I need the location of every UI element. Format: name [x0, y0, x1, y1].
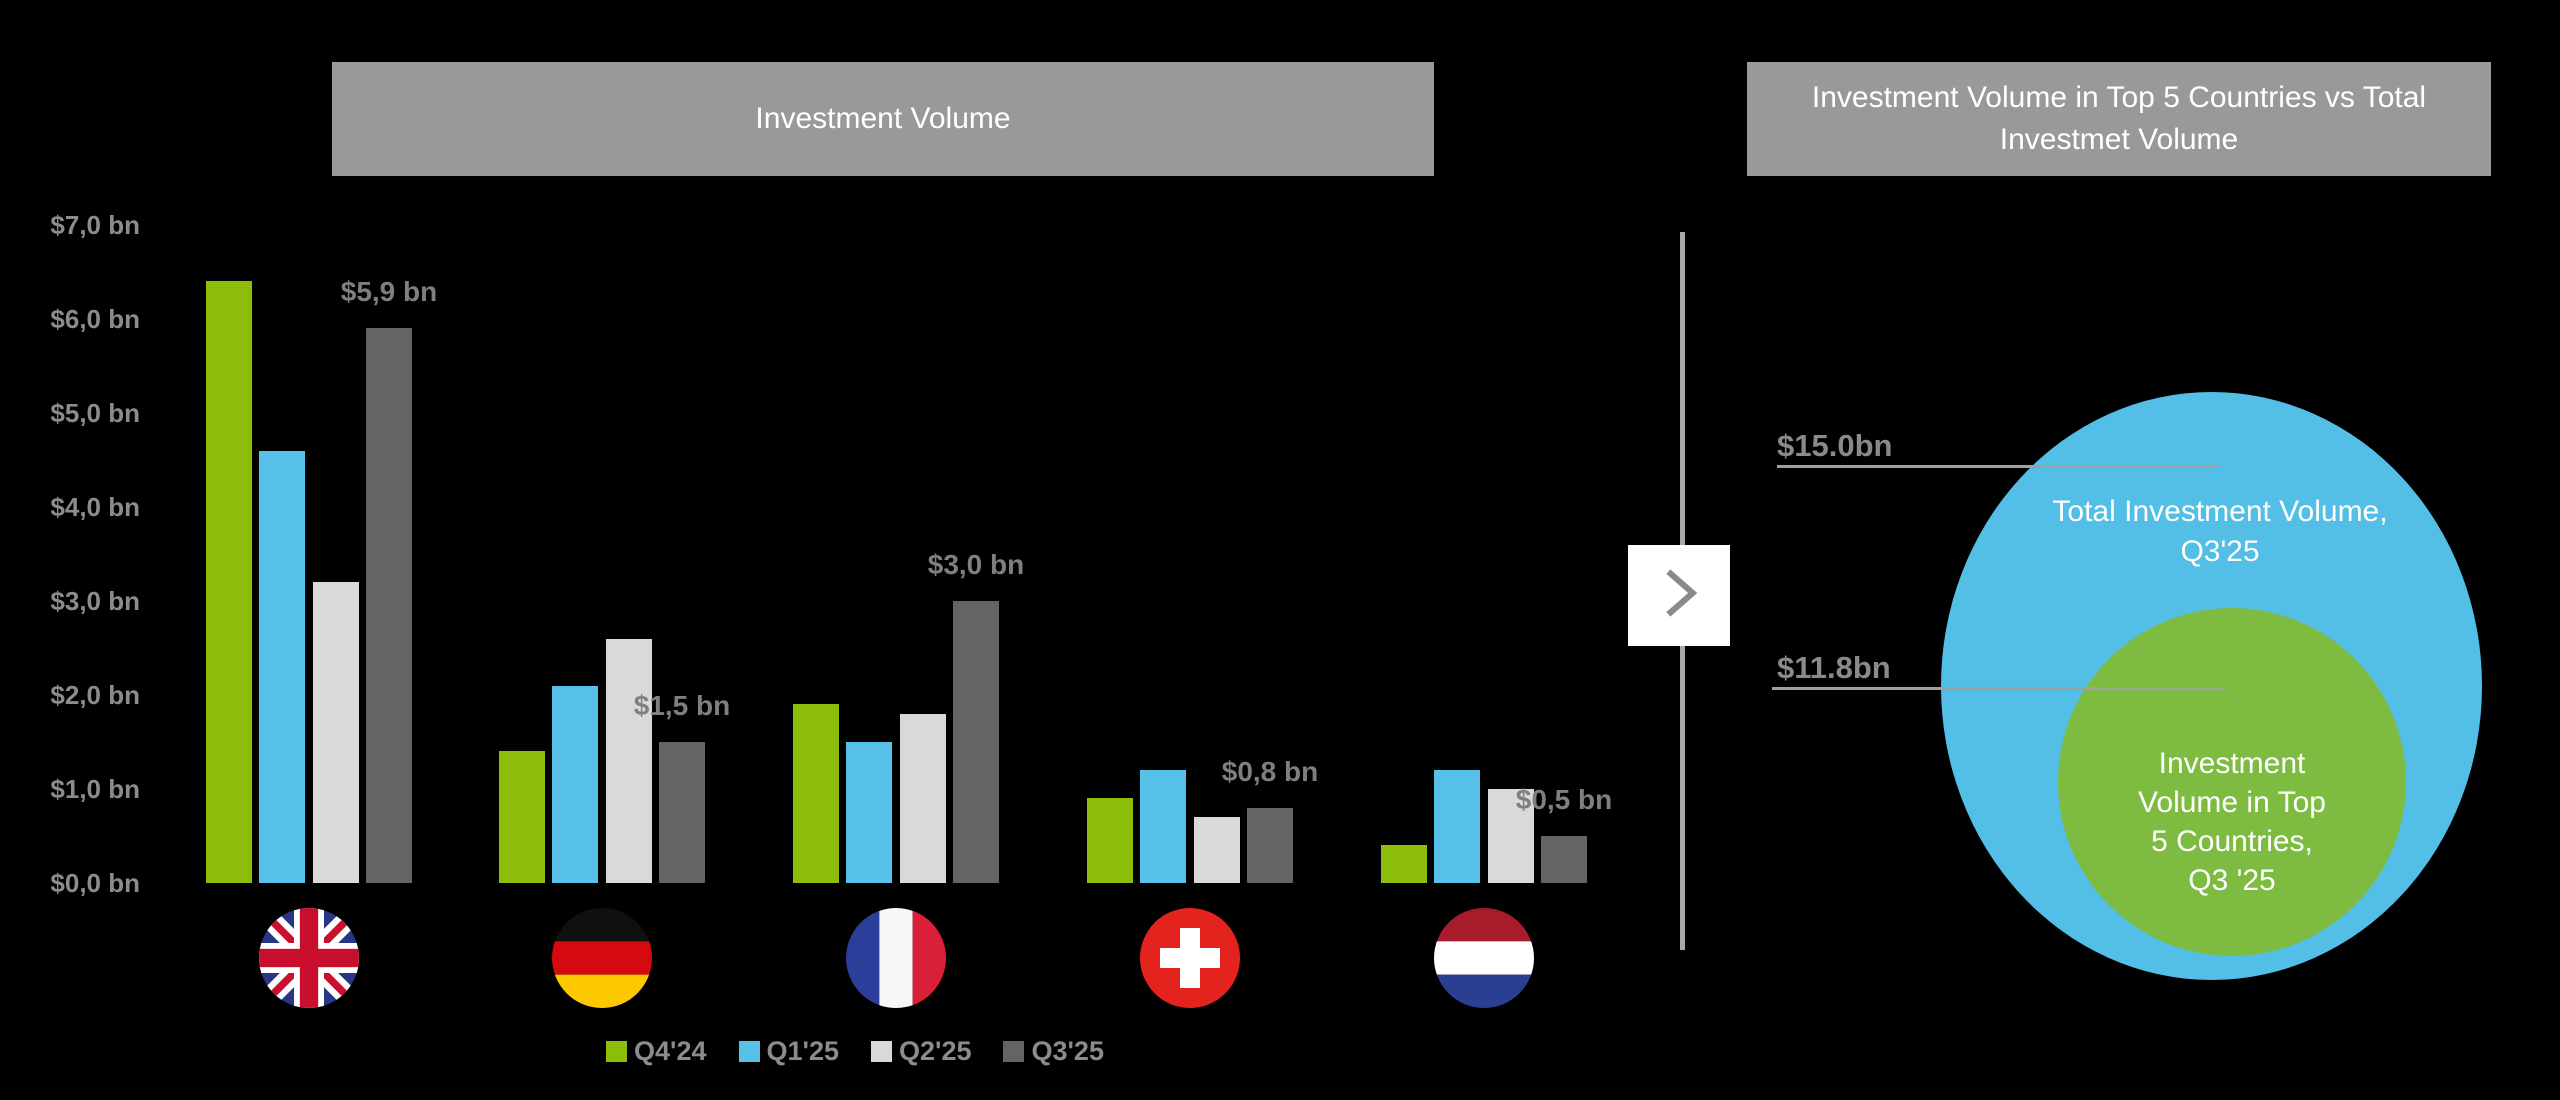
top5-volume-circle	[2058, 608, 2406, 956]
bar-q325-united-kingdom	[366, 328, 412, 883]
bar-q424-netherlands	[1381, 845, 1427, 883]
data-label: $0,8 bn	[1221, 756, 1319, 787]
data-label: $3,0 bn	[927, 549, 1025, 580]
next-arrow-badge	[1628, 545, 1730, 646]
netherlands-flag-icon	[1434, 908, 1534, 1008]
data-label: $5,9 bn	[340, 276, 438, 307]
top5-volume-circle-label: Investment Volume in Top 5 Countries, Q3…	[2138, 747, 2326, 897]
left-chart-title: Investment Volume	[332, 62, 1434, 176]
germany-flag-icon	[552, 908, 652, 1008]
legend-label: Q2'25	[899, 1036, 972, 1066]
bar-q424-switzerland	[1087, 798, 1133, 883]
legend-label: Q1'25	[766, 1036, 839, 1066]
bar-q125-netherlands	[1434, 770, 1480, 883]
switzerland-flag-icon	[1140, 908, 1240, 1008]
bar-q125-germany	[552, 686, 598, 883]
data-label: $0,5 bn	[1515, 784, 1613, 815]
legend-swatch	[871, 1041, 892, 1062]
bar-q225-germany	[606, 639, 652, 883]
uk-flag-icon	[259, 908, 359, 1008]
total-volume-circle-label: Total Investment Volume, Q3'25	[2052, 495, 2388, 568]
bar-q424-france	[793, 704, 839, 883]
chevron-right-icon	[1641, 555, 1717, 636]
top5-volume-value: $11.8bn	[1777, 650, 1891, 685]
bar-q424-united-kingdom	[206, 281, 252, 883]
y-axis-tick-label: $4,0 bn	[50, 492, 140, 522]
bar-q424-germany	[499, 751, 545, 883]
bar-q325-france	[953, 601, 999, 883]
legend-label: Q3'25	[1031, 1036, 1104, 1066]
bar-q225-france	[900, 714, 946, 883]
legend-swatch	[738, 1041, 760, 1062]
bar-q125-switzerland	[1140, 770, 1186, 883]
y-axis-tick-label: $0,0 bn	[50, 868, 140, 898]
data-label: $1,5 bn	[633, 690, 731, 721]
legend-item-q225: Q2'25	[871, 1036, 971, 1067]
bar-q325-switzerland	[1247, 808, 1293, 883]
total-volume-value: $15.0bn	[1777, 428, 1893, 463]
y-axis-tick-label: $1,0 bn	[50, 774, 140, 804]
right-chart-title: Investment Volume in Top 5 Countries vs …	[1747, 62, 2491, 176]
legend-label: Q4'24	[634, 1036, 707, 1066]
france-flag-icon	[846, 908, 946, 1008]
legend-item-q125: Q1'25	[738, 1036, 839, 1067]
bar-q325-germany	[659, 742, 705, 883]
bar-q125-france	[846, 742, 892, 883]
chart-legend: Q4'24 Q1'25 Q2'25 Q3'25	[75, 1036, 1635, 1067]
legend-item-q424: Q4'24	[606, 1036, 707, 1067]
bar-q225-switzerland	[1194, 817, 1240, 883]
total-volume-callout-line	[1777, 465, 2220, 468]
y-axis-tick-label: $7,0 bn	[50, 210, 140, 240]
y-axis-tick-label: $3,0 bn	[50, 586, 140, 616]
legend-swatch	[606, 1041, 628, 1062]
bar-q225-netherlands	[1488, 789, 1534, 883]
bar-q125-united-kingdom	[259, 451, 305, 883]
top5-volume-callout-line	[1772, 687, 2225, 690]
legend-item-q325: Q3'25	[1003, 1036, 1104, 1067]
y-axis-tick-label: $2,0 bn	[50, 680, 140, 710]
bar-q325-netherlands	[1541, 836, 1587, 883]
y-axis-tick-label: $6,0 bn	[50, 304, 140, 334]
bar-q225-united-kingdom	[313, 582, 359, 883]
legend-swatch	[1003, 1041, 1025, 1062]
y-axis-tick-label: $5,0 bn	[50, 398, 140, 428]
